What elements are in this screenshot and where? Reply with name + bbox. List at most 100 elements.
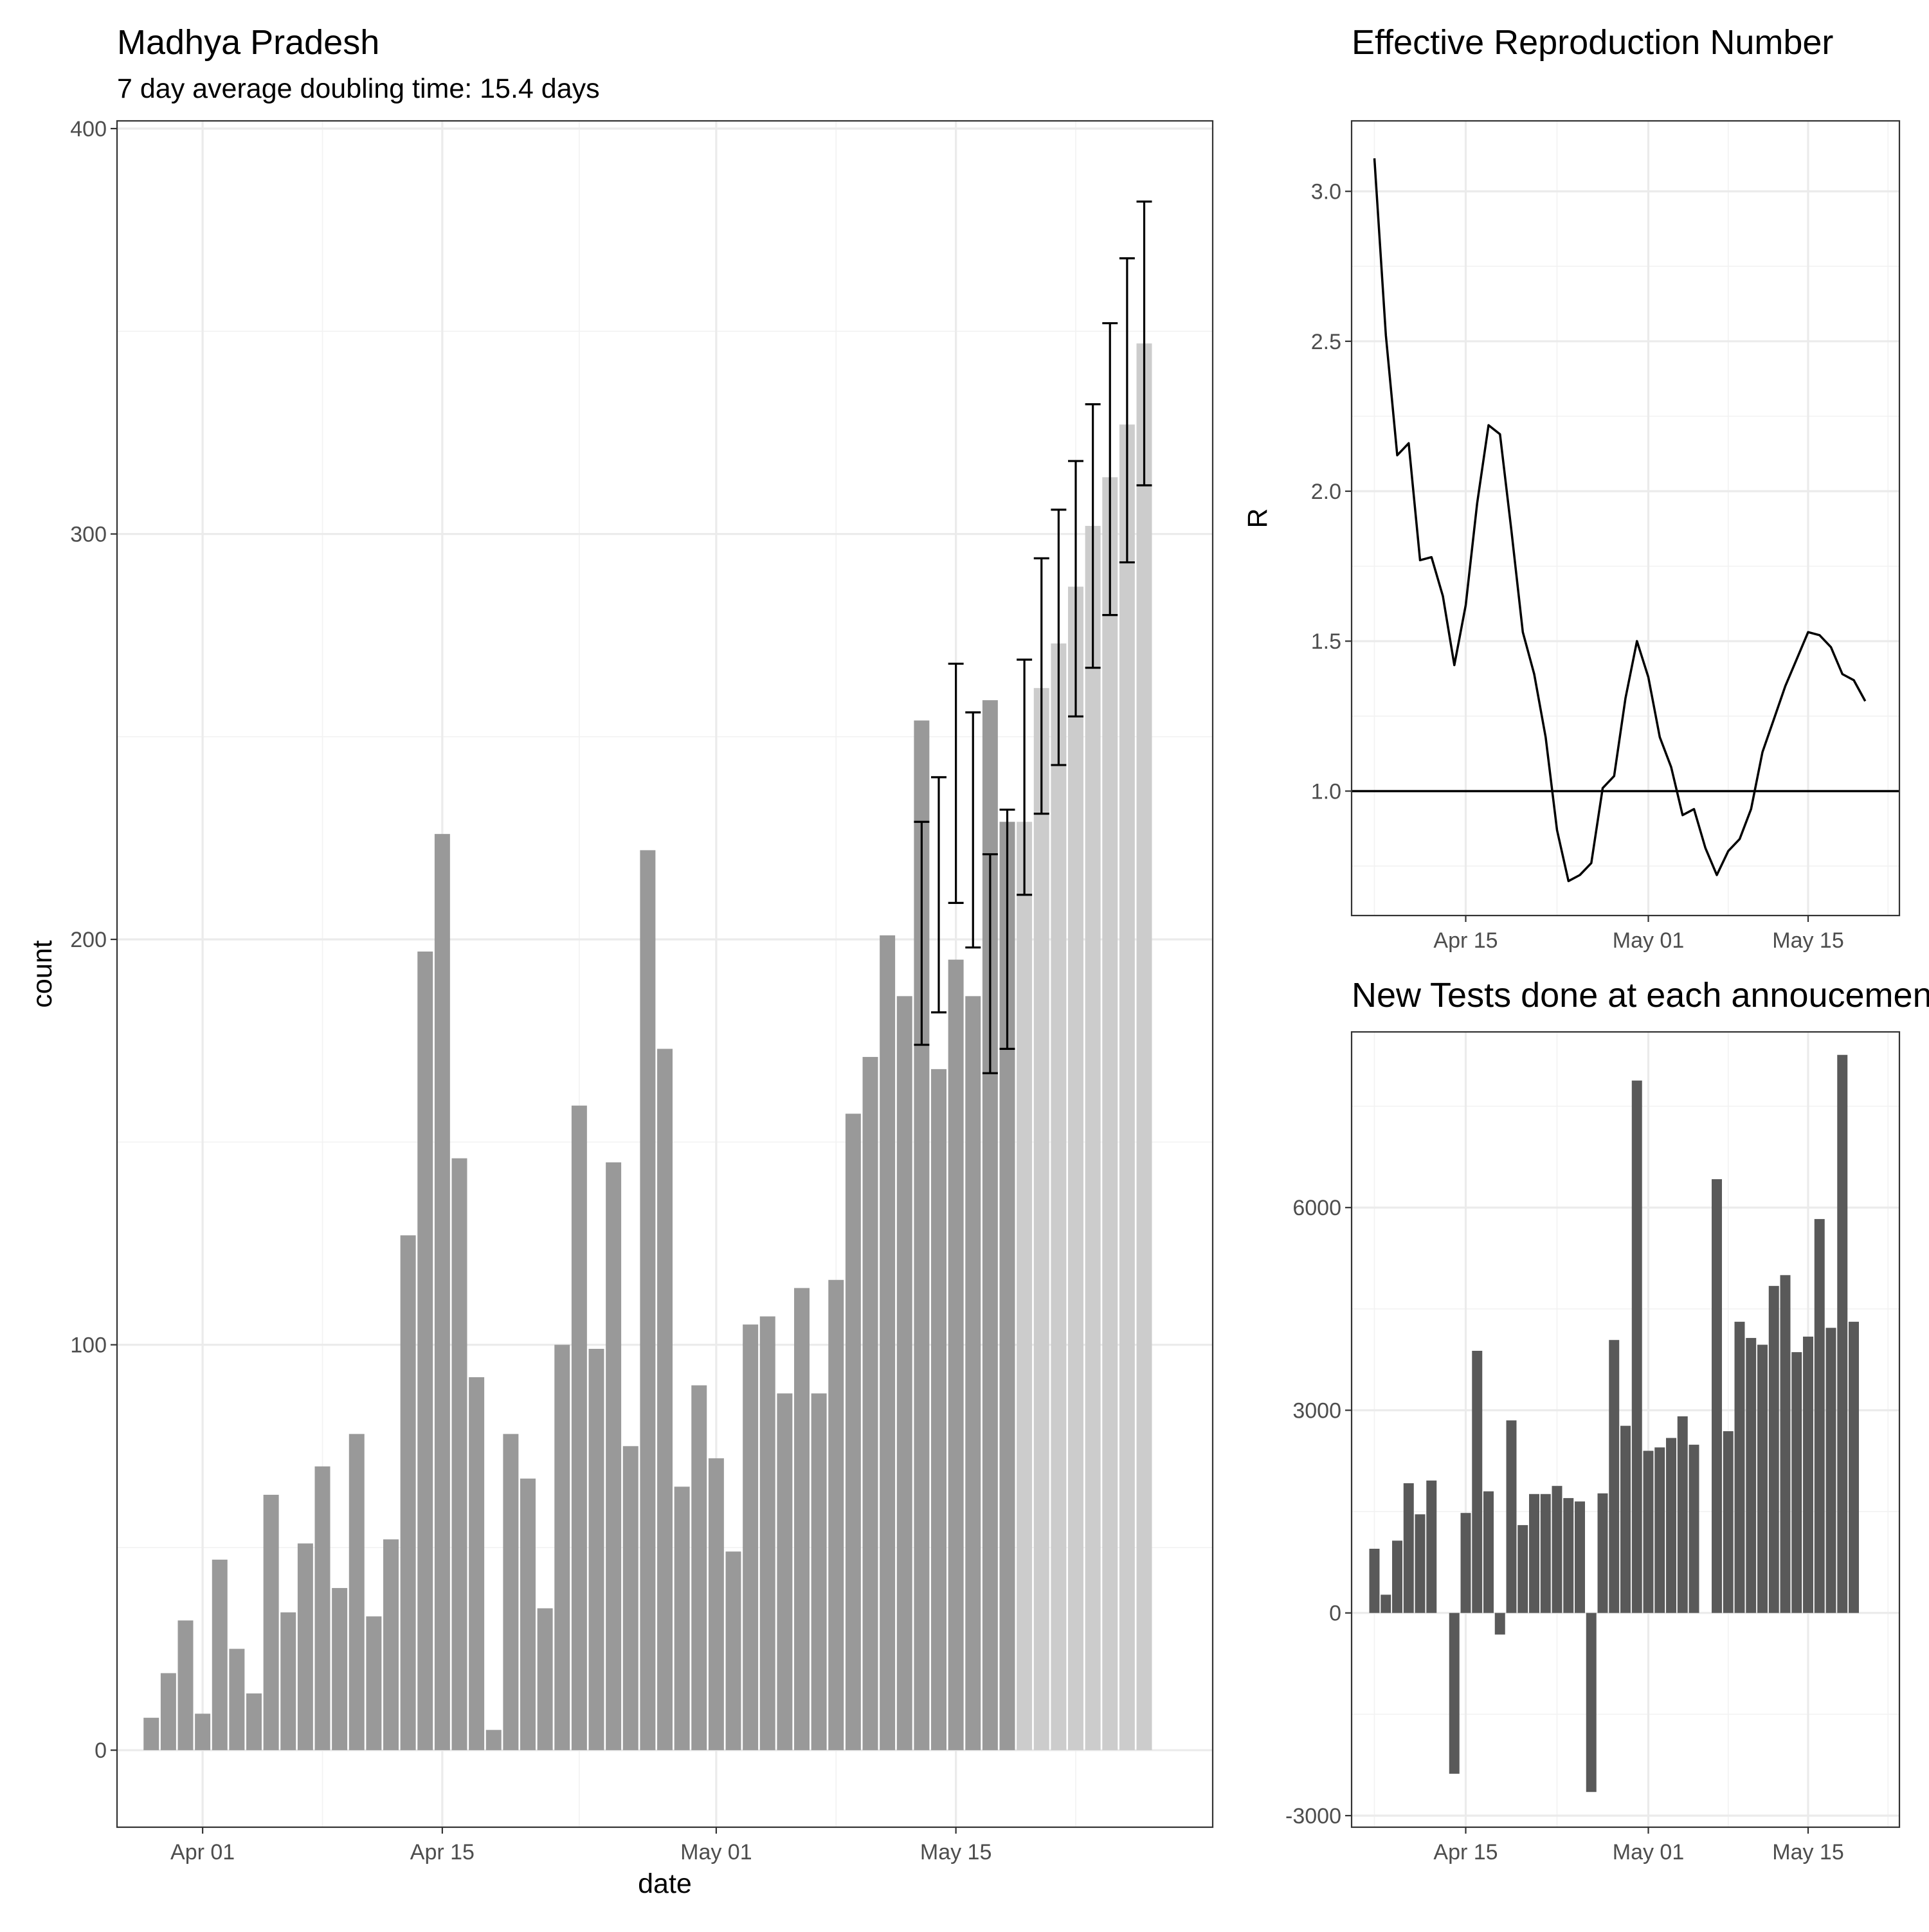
bar <box>1403 1483 1414 1613</box>
bar-observed <box>640 850 656 1751</box>
bar-observed <box>246 1693 262 1751</box>
y-tick-label: 2.0 <box>1311 480 1341 504</box>
bar <box>1768 1286 1779 1613</box>
error-bar <box>965 711 981 949</box>
bar-observed <box>451 1158 467 1751</box>
bar <box>1814 1219 1825 1613</box>
y-tick-label: 1.5 <box>1311 629 1341 654</box>
tests-bars <box>1369 1054 1859 1792</box>
error-bar <box>931 776 946 1014</box>
bar-observed <box>982 700 998 1751</box>
bar-projected <box>1136 343 1152 1751</box>
rt-panel-border <box>1350 120 1901 917</box>
bar-observed <box>743 1324 759 1751</box>
y-tick-label: 300 <box>70 523 107 547</box>
error-bar <box>1068 460 1083 718</box>
x-tick-label: May 01 <box>1613 928 1685 953</box>
bar <box>1643 1450 1654 1613</box>
bar-observed <box>349 1434 365 1751</box>
y-tick-label: 0 <box>95 1738 107 1763</box>
x-tick-label: Apr 15 <box>1433 928 1498 953</box>
bar <box>1449 1612 1460 1774</box>
bar-observed <box>674 1486 690 1751</box>
bar-observed <box>400 1235 416 1751</box>
tests-panel-border <box>1350 1031 1901 1828</box>
bar-observed <box>777 1393 793 1751</box>
bar-observed <box>485 1729 502 1751</box>
bar-observed <box>708 1458 724 1751</box>
case-count-panel: Madhya Pradesh 7 day average doubling ti… <box>27 23 1214 1899</box>
bar-observed <box>366 1616 382 1751</box>
bar-observed <box>999 822 1015 1751</box>
bar <box>1666 1438 1676 1613</box>
bar-observed <box>845 1114 861 1751</box>
bar <box>1483 1491 1494 1613</box>
bar <box>1712 1179 1722 1613</box>
bar <box>1426 1480 1437 1613</box>
rt-title: Effective Reproduction Number <box>1352 23 1833 62</box>
left-y-axis-label: count <box>27 940 58 1007</box>
bar-observed <box>212 1559 228 1751</box>
bar-observed <box>417 952 433 1751</box>
bar <box>1586 1612 1597 1792</box>
bar-observed <box>434 834 450 1751</box>
bar-observed <box>606 1162 622 1751</box>
left-y-ticks: 0 100 200 300 400 <box>70 117 117 1763</box>
bar <box>1415 1514 1426 1613</box>
bar-observed <box>195 1713 211 1751</box>
bar <box>1849 1321 1859 1613</box>
bar-observed <box>503 1434 519 1751</box>
x-tick-label: Apr 15 <box>410 1840 475 1864</box>
y-tick-label: 100 <box>70 1333 107 1358</box>
bar <box>1540 1494 1551 1613</box>
bar <box>1837 1054 1848 1613</box>
bar-observed <box>896 996 912 1751</box>
bar-observed <box>914 720 930 1751</box>
bar <box>1517 1525 1528 1613</box>
left-title: Madhya Pradesh <box>117 23 379 62</box>
left-panel-border <box>116 120 1214 1828</box>
rt-x-ticks: Apr 15 May 01 May 15 <box>1433 916 1844 953</box>
bar-observed <box>314 1466 331 1751</box>
bar-observed <box>469 1377 485 1751</box>
rt-y-axis-label: R <box>1242 508 1273 528</box>
bar <box>1723 1431 1734 1613</box>
rt-series-line <box>1373 158 1867 883</box>
bar <box>1552 1486 1562 1613</box>
bar-observed <box>571 1105 587 1751</box>
bar-projected <box>1017 822 1033 1751</box>
bar <box>1791 1352 1802 1613</box>
bar-observed <box>177 1620 194 1751</box>
bar <box>1825 1328 1836 1613</box>
x-tick-label: Apr 01 <box>170 1840 235 1864</box>
y-tick-label: 0 <box>1329 1602 1341 1626</box>
left-bars <box>143 343 1152 1751</box>
bar-projected <box>1102 477 1118 1751</box>
left-subtitle: 7 day average doubling time: 15.4 days <box>117 73 600 104</box>
tests-y-ticks: -3000 0 3000 6000 <box>1285 1196 1352 1828</box>
tests-x-ticks: Apr 15 May 01 May 15 <box>1433 1827 1844 1864</box>
y-tick-label: 3000 <box>1292 1398 1341 1423</box>
error-bar <box>1119 257 1135 564</box>
bar <box>1575 1501 1585 1613</box>
left-error-bars <box>914 200 1152 1074</box>
bar <box>1609 1340 1620 1613</box>
bar <box>1494 1612 1505 1635</box>
bar-projected <box>1085 525 1101 1751</box>
bar <box>1677 1416 1688 1613</box>
bar-observed <box>828 1279 844 1751</box>
bar <box>1803 1336 1813 1613</box>
bar <box>1746 1338 1757 1613</box>
x-tick-label: May 15 <box>1772 1840 1844 1864</box>
left-x-ticks: Apr 01 Apr 15 May 01 May 15 <box>170 1827 992 1864</box>
bar-observed <box>931 1069 946 1751</box>
bar <box>1757 1344 1768 1613</box>
error-bar <box>1136 200 1152 487</box>
x-tick-label: Apr 15 <box>1433 1840 1498 1864</box>
bar-observed <box>383 1539 399 1751</box>
x-tick-label: May 15 <box>920 1840 992 1864</box>
bar-projected <box>1033 688 1049 1751</box>
rt-gridlines <box>1352 121 1899 916</box>
bar-observed <box>263 1494 279 1751</box>
bar <box>1369 1548 1380 1613</box>
